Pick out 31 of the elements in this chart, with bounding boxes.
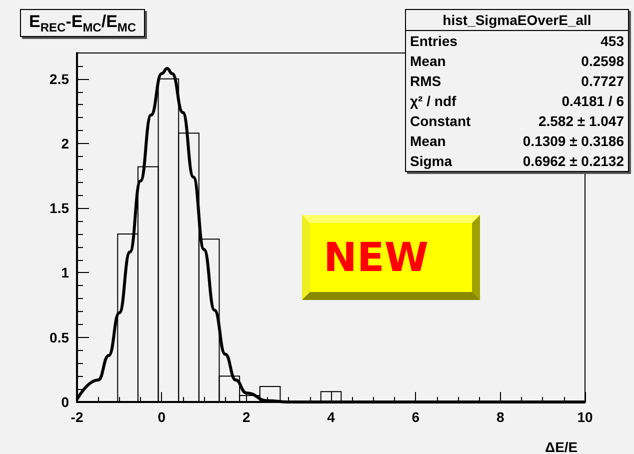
y-tick-label: 0.5 [50,329,70,346]
x-tick-label: 0 [158,409,166,425]
y-tick-label: 1 [61,264,70,281]
annotation: 2.582 ± 1.047 [538,112,624,130]
y-tick-label: 1.5 [50,200,70,216]
y-tick-label: 2 [61,135,70,152]
x-tick-label: 4 [327,409,336,425]
x-tick-label: 8 [496,409,504,425]
x-tick-label: 10 [577,409,593,425]
annotation: Mean [410,52,446,70]
annotation: NEW [324,234,428,280]
text: 453 [600,32,624,50]
chart-title: E$_{REC}$-E$_{MC}$/E$_{MC}$ [20,9,146,38]
annotation: 0.1309 ± 0.3186 [522,132,624,150]
x-tick-label: -2 [70,409,84,425]
annotation: RMS [410,72,442,90]
y-tick-label: 2.5 [50,70,70,87]
annotation: 0.4181 / 6 [562,92,624,110]
annotation: 0.7727 [581,72,624,90]
annotation: χ² / ndf [410,92,456,110]
x-tick-label: 6 [412,409,420,425]
y-tick-label: 0 [61,394,70,410]
text: Entries [410,32,458,50]
annotation: Constant [410,112,471,130]
x-axis-title: ΔE/E [545,439,578,454]
annotation: Mean [410,132,446,150]
annotation: 0.2598 [581,52,624,70]
x-tick-label: 2 [242,409,250,425]
annotation: Sigma [410,152,452,170]
text: hist_SigmaEOverE_all [406,10,628,31]
annotation: 0.6962 ± 0.2132 [522,152,624,170]
